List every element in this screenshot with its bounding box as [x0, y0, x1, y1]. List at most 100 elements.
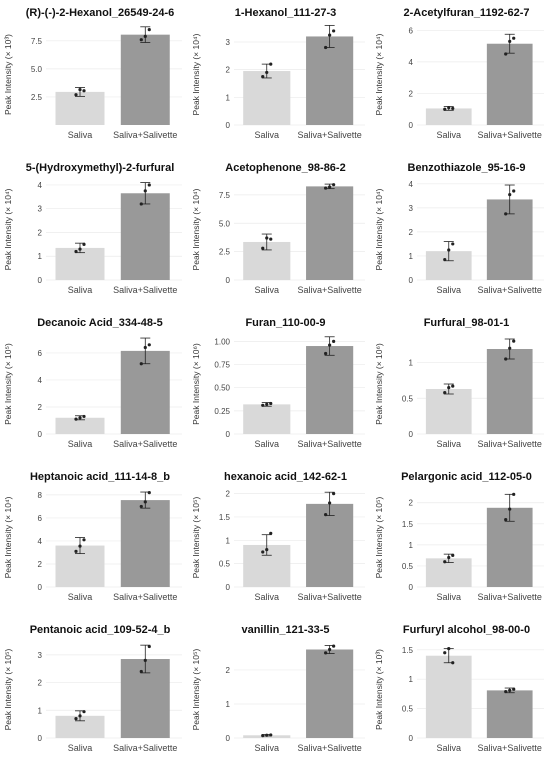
y-tick-label: 0 [38, 276, 43, 285]
data-point [512, 36, 516, 40]
x-tick-label: Saliva+Salivette [297, 130, 361, 140]
y-tick-label: 1 [38, 706, 43, 715]
data-point [443, 257, 447, 262]
x-tick-label: Saliva+Salivette [478, 439, 542, 449]
x-tick-label: Saliva+Salivette [113, 130, 177, 140]
data-point [74, 249, 78, 254]
panel: Furfuryl alcohol_98-00-0 Peak Intensity (… [374, 624, 544, 753]
y-axis-label: Peak Intensity (× 10⁶) [191, 343, 201, 425]
y-tick-label: 0 [226, 430, 231, 439]
bar [306, 649, 354, 738]
y-tick-label: 1 [409, 675, 414, 684]
bar [120, 34, 170, 125]
data-point [504, 689, 508, 694]
y-tick-label: 1 [409, 541, 414, 550]
y-tick-label: 1.5 [402, 646, 414, 655]
data-point [143, 500, 147, 504]
data-point [443, 107, 447, 111]
panel: Furan_110-00-9 Peak Intensity (× 10⁶) 0 0.2… [191, 317, 365, 449]
y-tick-label: 2 [38, 403, 43, 412]
y-tick-label: 0.50 [214, 384, 230, 393]
x-tick-label: Saliva+Salivette [113, 592, 177, 602]
x-tick-label: Saliva+Salivette [478, 743, 542, 753]
y-axis-label: Peak Intensity (× 10⁵) [191, 496, 201, 578]
data-point [74, 717, 78, 721]
panel: Benzothiazole_95-16-9 Peak Intensity (× 1… [374, 162, 544, 295]
panel: 2-Acetylfuran_1192-62-7 Peak Intensity (×… [374, 7, 544, 140]
y-tick-label: 0.5 [402, 705, 414, 714]
data-point [451, 106, 455, 111]
y-tick-label: 0 [226, 734, 231, 743]
x-tick-label: Saliva [254, 130, 279, 140]
panel: Pelargonic acid_112-05-0 Peak Intensity (… [374, 471, 544, 602]
x-tick-label: Saliva+Salivette [297, 285, 361, 295]
x-tick-label: Saliva [254, 285, 279, 295]
bar [306, 503, 354, 587]
data-point [82, 414, 86, 419]
y-tick-label: 1.00 [214, 337, 230, 346]
bar [425, 655, 472, 738]
y-tick-label: 1 [409, 252, 414, 261]
data-point [78, 714, 82, 718]
data-point [447, 385, 451, 390]
y-tick-label: 2.5 [219, 248, 231, 257]
x-tick-label: Saliva [68, 743, 93, 753]
bar [55, 417, 105, 434]
bar [425, 389, 472, 434]
y-axis-label: Peak Intensity (× 10³) [374, 649, 384, 730]
y-tick-label: 1 [38, 252, 43, 261]
y-tick-label: 7.5 [219, 191, 231, 200]
x-tick-label: Saliva+Salivette [113, 439, 177, 449]
panel-title: 2-Acetylfuran_1192-62-7 [404, 7, 530, 19]
data-point [328, 647, 332, 652]
bar [486, 690, 533, 738]
panel: vanillin_121-33-5 Peak Intensity (× 10⁵) 0… [191, 624, 365, 753]
y-axis-label: Peak Intensity (× 10⁴) [3, 188, 13, 270]
panel-title: Furfural_98-01-1 [424, 317, 510, 329]
y-tick-label: 2 [409, 228, 414, 237]
data-point [451, 242, 455, 246]
x-tick-label: Saliva [68, 285, 93, 295]
data-point [139, 202, 143, 206]
y-axis-label: Peak Intensity (× 10⁴) [374, 188, 384, 270]
x-tick-label: Saliva [254, 439, 279, 449]
data-point [512, 189, 516, 193]
data-point [82, 89, 86, 93]
data-point [78, 247, 82, 251]
data-point [447, 106, 451, 110]
data-point [443, 560, 447, 564]
y-tick-label: 0 [409, 276, 414, 285]
data-point [512, 687, 516, 691]
bar [55, 247, 105, 280]
y-tick-label: 6 [409, 26, 414, 35]
data-point [147, 28, 151, 32]
y-tick-label: 3 [409, 204, 414, 213]
y-axis-label: Peak Intensity (× 10⁵) [3, 648, 13, 730]
y-tick-label: 3 [226, 38, 231, 47]
bar [306, 36, 354, 125]
x-tick-label: Saliva [68, 130, 93, 140]
data-point [269, 62, 273, 66]
x-tick-label: Saliva+Salivette [297, 592, 361, 602]
data-point [504, 517, 508, 522]
panel-title: 5-(Hydroxymethyl)-2-furfural [26, 162, 175, 174]
y-tick-label: 4 [38, 181, 43, 190]
data-point [512, 492, 516, 496]
y-tick-label: 5.0 [219, 219, 231, 228]
data-point [82, 710, 86, 714]
x-tick-label: Saliva [436, 592, 461, 602]
data-point [139, 38, 143, 42]
y-axis-label: Peak Intensity (× 10⁴) [191, 33, 201, 115]
y-tick-label: 0.5 [402, 394, 414, 403]
panel: Pentanoic acid_109-52-4_b Peak Intensity … [3, 624, 182, 753]
data-point [504, 357, 508, 361]
y-tick-label: 3 [38, 205, 43, 214]
y-tick-label: 0 [226, 121, 231, 130]
panel: Decanoic Acid_334-48-5 Peak Intensity (× … [3, 317, 182, 449]
data-point [139, 504, 143, 509]
data-point [332, 183, 336, 187]
y-axis-label: Peak Intensity (× 10⁴) [374, 33, 384, 115]
panel-title: hexanoic acid_142-62-1 [224, 471, 347, 483]
data-point [147, 644, 151, 649]
panel-title: Furfuryl alcohol_98-00-0 [403, 624, 530, 636]
